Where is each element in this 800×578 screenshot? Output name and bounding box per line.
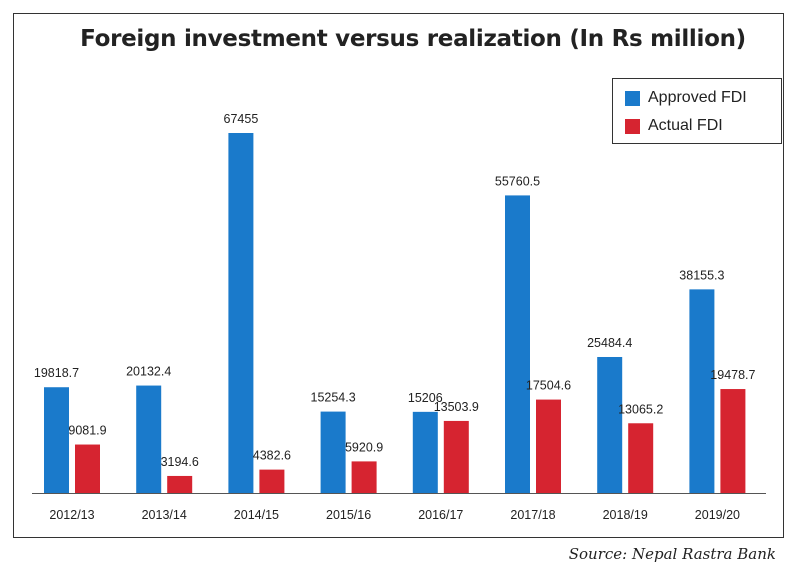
legend-label-actual: Actual FDI: [648, 117, 723, 134]
legend: Approved FDI Actual FDI: [612, 78, 782, 144]
x-tick-label-2013-14: 2013/14: [142, 508, 187, 522]
x-tick-label-2015-16: 2015/16: [326, 508, 371, 522]
data-label-actual-2012-13: 9081.9: [68, 424, 106, 438]
data-label-actual-2018-19: 13065.2: [618, 402, 663, 416]
source-note: Source: Nepal Rastra Bank: [568, 545, 776, 563]
bar-approved-2016-17: [412, 411, 438, 493]
legend-label-approved: Approved FDI: [648, 89, 747, 106]
data-label-approved-2012-13: 19818.7: [34, 366, 79, 380]
x-tick-label-2012-13: 2012/13: [49, 508, 94, 522]
bar-approved-2018-19: [597, 356, 623, 493]
bar-actual-2016-17: [443, 420, 469, 493]
bar-actual-2019-20: [720, 389, 746, 493]
data-label-actual-2015-16: 5920.9: [345, 440, 383, 454]
bar-actual-2017-18: [536, 399, 561, 493]
chart-title: Foreign investment versus realization (I…: [80, 26, 746, 52]
bar-approved-2019-20: [689, 289, 715, 493]
x-tick-label-2017-18: 2017/18: [510, 508, 555, 522]
legend-item-actual: Actual FDI: [625, 115, 723, 137]
data-label-approved-2013-14: 20132.4: [126, 365, 171, 379]
bar-actual-2014-15: [259, 469, 285, 493]
data-label-actual-2014-15: 4382.6: [253, 449, 291, 463]
bar-approved-2017-18: [505, 195, 530, 493]
x-tick-label-2018-19: 2018/19: [603, 508, 648, 522]
bar-actual-2015-16: [351, 461, 377, 493]
legend-swatch-approved: [625, 90, 640, 106]
bar-actual-2018-19: [628, 423, 654, 493]
x-tick-label-2014-15: 2014/15: [234, 508, 279, 522]
bar-approved-2014-15: [228, 133, 254, 493]
x-tick-label-2019-20: 2019/20: [695, 508, 740, 522]
data-label-approved-2014-15: 67455: [224, 112, 259, 126]
bar-approved-2015-16: [320, 411, 346, 493]
legend-swatch-actual: [625, 118, 640, 134]
data-label-approved-2019-20: 38155.3: [679, 268, 724, 282]
data-label-actual-2019-20: 19478.7: [710, 368, 755, 382]
data-label-actual-2016-17: 13503.9: [434, 400, 479, 414]
bar-approved-2013-14: [136, 385, 162, 493]
bar-actual-2012-13: [75, 444, 100, 493]
data-label-approved-2016-17: 15206: [408, 391, 443, 405]
legend-item-approved: Approved FDI: [625, 87, 747, 109]
bar-actual-2013-14: [167, 475, 193, 493]
data-label-approved-2017-18: 55760.5: [495, 174, 540, 188]
data-label-actual-2013-14: 3194.6: [161, 455, 199, 469]
data-label-approved-2015-16: 15254.3: [311, 391, 356, 405]
x-tick-label-2016-17: 2016/17: [418, 508, 463, 522]
data-label-approved-2018-19: 25484.4: [587, 336, 632, 350]
data-label-actual-2017-18: 17504.6: [526, 379, 571, 393]
bar-approved-2012-13: [44, 387, 69, 493]
